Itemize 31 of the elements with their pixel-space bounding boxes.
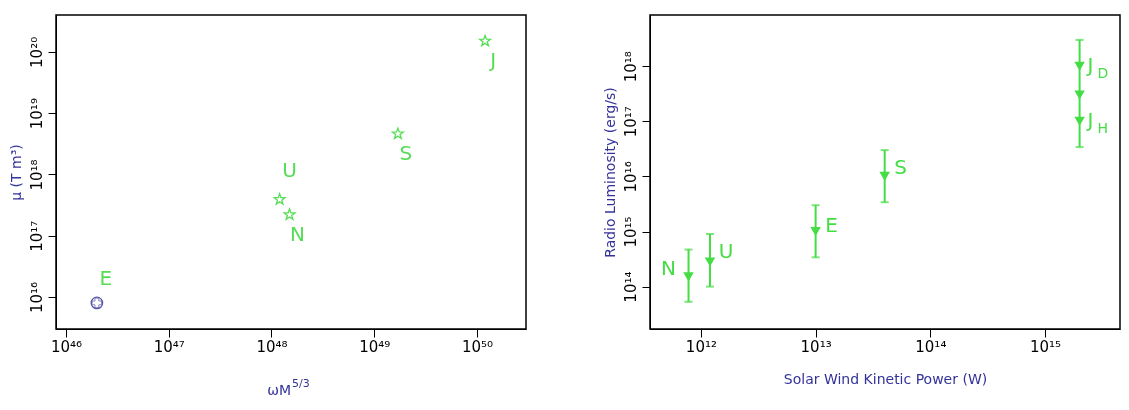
y-tick-label: 10¹⁷ — [27, 220, 46, 252]
annotation: N — [290, 221, 306, 246]
annotation: N — [661, 255, 677, 280]
y-axis-title: Radio Luminosity (erg/s) — [601, 87, 618, 258]
y-tick-label: 10¹⁴ — [621, 271, 640, 303]
x-tick-label: 10⁴⁹ — [359, 337, 391, 356]
y-axis-title: μ (T m³) — [7, 144, 24, 201]
x-tick-label: 10⁴⁸ — [256, 337, 288, 356]
annotation: U — [282, 158, 297, 183]
x-tick-label: 10¹⁵ — [1030, 337, 1062, 356]
annotation: E — [99, 265, 113, 290]
y-tick-label: 10¹⁶ — [621, 161, 640, 193]
annotation: S — [894, 155, 908, 180]
annotation: J — [488, 48, 497, 73]
y-tick-label: 10¹⁸ — [621, 51, 640, 83]
x-axis-title: Solar Wind Kinetic Power (W) — [783, 370, 988, 387]
x-tick-label: 10⁴⁷ — [153, 337, 185, 356]
x-tick-label: 10⁵⁰ — [461, 337, 494, 356]
y-tick-label: 10²⁰ — [27, 36, 46, 68]
y-tick-label: 10¹⁸ — [27, 159, 46, 191]
annotation: U — [718, 238, 734, 263]
y-tick-label: 10¹⁷ — [621, 106, 640, 138]
annotation: S — [399, 140, 413, 165]
x-tick-label: 10¹⁴ — [915, 337, 947, 356]
x-tick-label: 10¹² — [685, 337, 717, 356]
x-tick-label: 10⁴⁶ — [50, 337, 83, 356]
annotation: E — [825, 212, 838, 237]
y-tick-label: 10¹⁵ — [621, 216, 640, 248]
x-tick-label: 10¹³ — [800, 337, 832, 356]
y-tick-label: 10¹⁹ — [27, 98, 46, 130]
y-tick-label: 10¹⁶ — [27, 281, 46, 314]
